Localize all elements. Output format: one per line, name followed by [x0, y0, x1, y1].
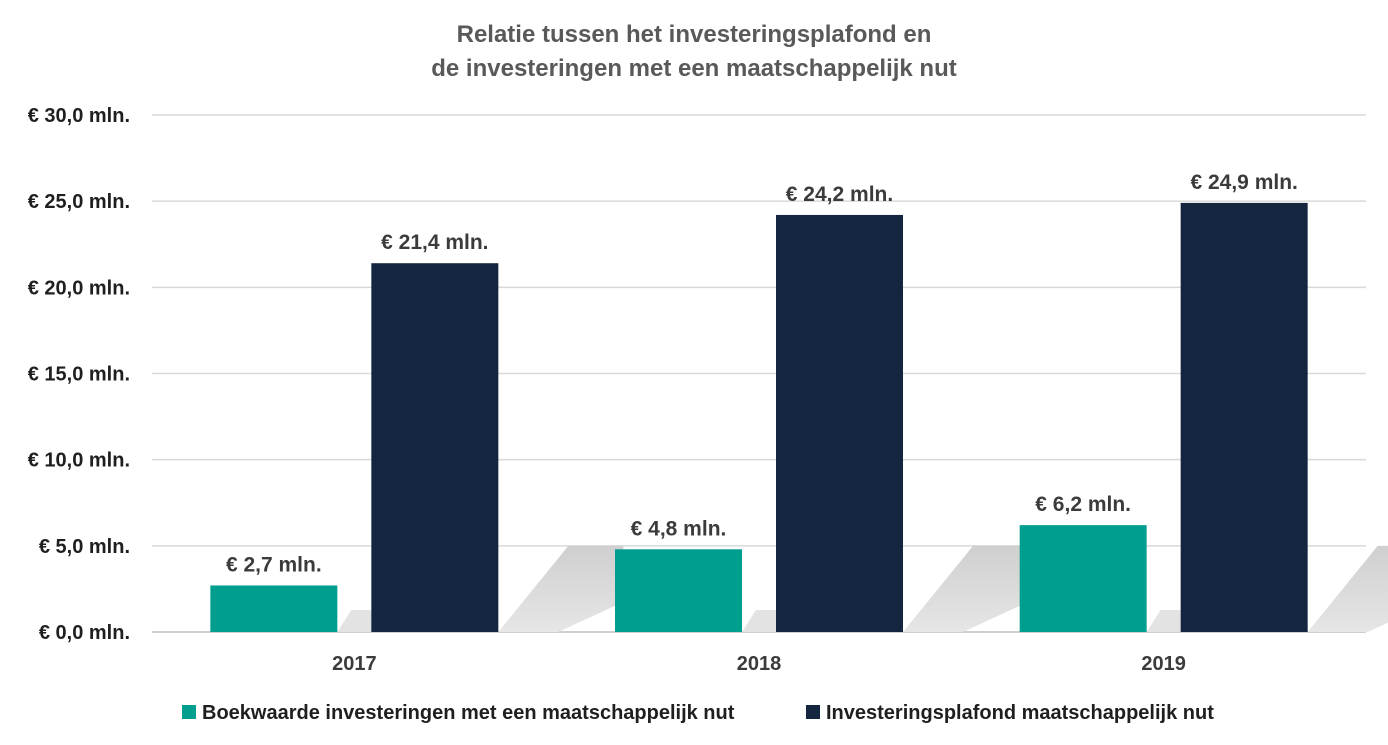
chart-title-line-1: Relatie tussen het investeringsplafond e… — [457, 21, 932, 48]
data-label: € 24,9 mln. — [1190, 171, 1297, 194]
data-label: € 24,2 mln. — [786, 183, 893, 206]
data-label: € 4,8 mln. — [631, 517, 727, 540]
bar-2018-series-1 — [615, 549, 742, 632]
bars — [210, 202, 1308, 632]
data-label: € 6,2 mln. — [1035, 493, 1131, 516]
legend: Boekwaarde investeringen met een maatsch… — [182, 702, 1214, 724]
data-labels: € 2,7 mln. € 21,4 mln. € 4,8 mln. € 24,2 ml… — [226, 171, 1298, 577]
y-tick-label: € 30,0 mln. — [28, 105, 130, 127]
bar-shadow — [1307, 545, 1388, 632]
bar-shadow — [498, 545, 624, 632]
bar-shadow — [903, 545, 1028, 632]
chart-title: Relatie tussen het investeringsplafond e… — [431, 21, 957, 82]
legend-swatch-1 — [182, 705, 196, 719]
x-tick-label: 2018 — [737, 653, 782, 675]
chart-title-line-2: de investeringen met een maatschappelijk… — [431, 55, 957, 82]
x-tick-label: 2019 — [1141, 653, 1186, 675]
y-tick-label: € 5,0 mln. — [39, 536, 130, 558]
y-tick-label: € 15,0 mln. — [28, 364, 130, 386]
bar-shadow — [337, 610, 372, 632]
bar-2017-series-1 — [210, 585, 338, 632]
legend-swatch-2 — [806, 705, 820, 719]
bar-2019-series-1 — [1019, 525, 1147, 632]
legend-label-2: Investeringsplafond maatschappelijk nut — [826, 702, 1214, 724]
y-tick-label: € 25,0 mln. — [28, 191, 130, 213]
y-tick-label: € 10,0 mln. — [28, 450, 130, 472]
y-tick-label: € 0,0 mln. — [39, 622, 130, 644]
y-axis-tick-labels: € 0,0 mln. € 5,0 mln. € 10,0 mln. € 15,0 ml… — [28, 105, 130, 644]
legend-label-1: Boekwaarde investeringen met een maatsch… — [202, 702, 735, 724]
gridlines — [152, 114, 1366, 633]
x-tick-label: 2017 — [332, 653, 377, 675]
y-tick-label: € 20,0 mln. — [28, 277, 130, 299]
data-label: € 21,4 mln. — [381, 231, 488, 254]
bar-2017-series-2 — [371, 263, 499, 632]
bar-shadows — [337, 545, 1388, 632]
bar-shadow — [742, 610, 776, 632]
bar-shadow — [1146, 610, 1181, 632]
bar-2018-series-2 — [776, 214, 903, 632]
bar-2019-series-2 — [1180, 202, 1308, 632]
x-axis-tick-labels: 2017 2018 2019 — [332, 653, 1186, 675]
data-label: € 2,7 mln. — [226, 553, 322, 576]
